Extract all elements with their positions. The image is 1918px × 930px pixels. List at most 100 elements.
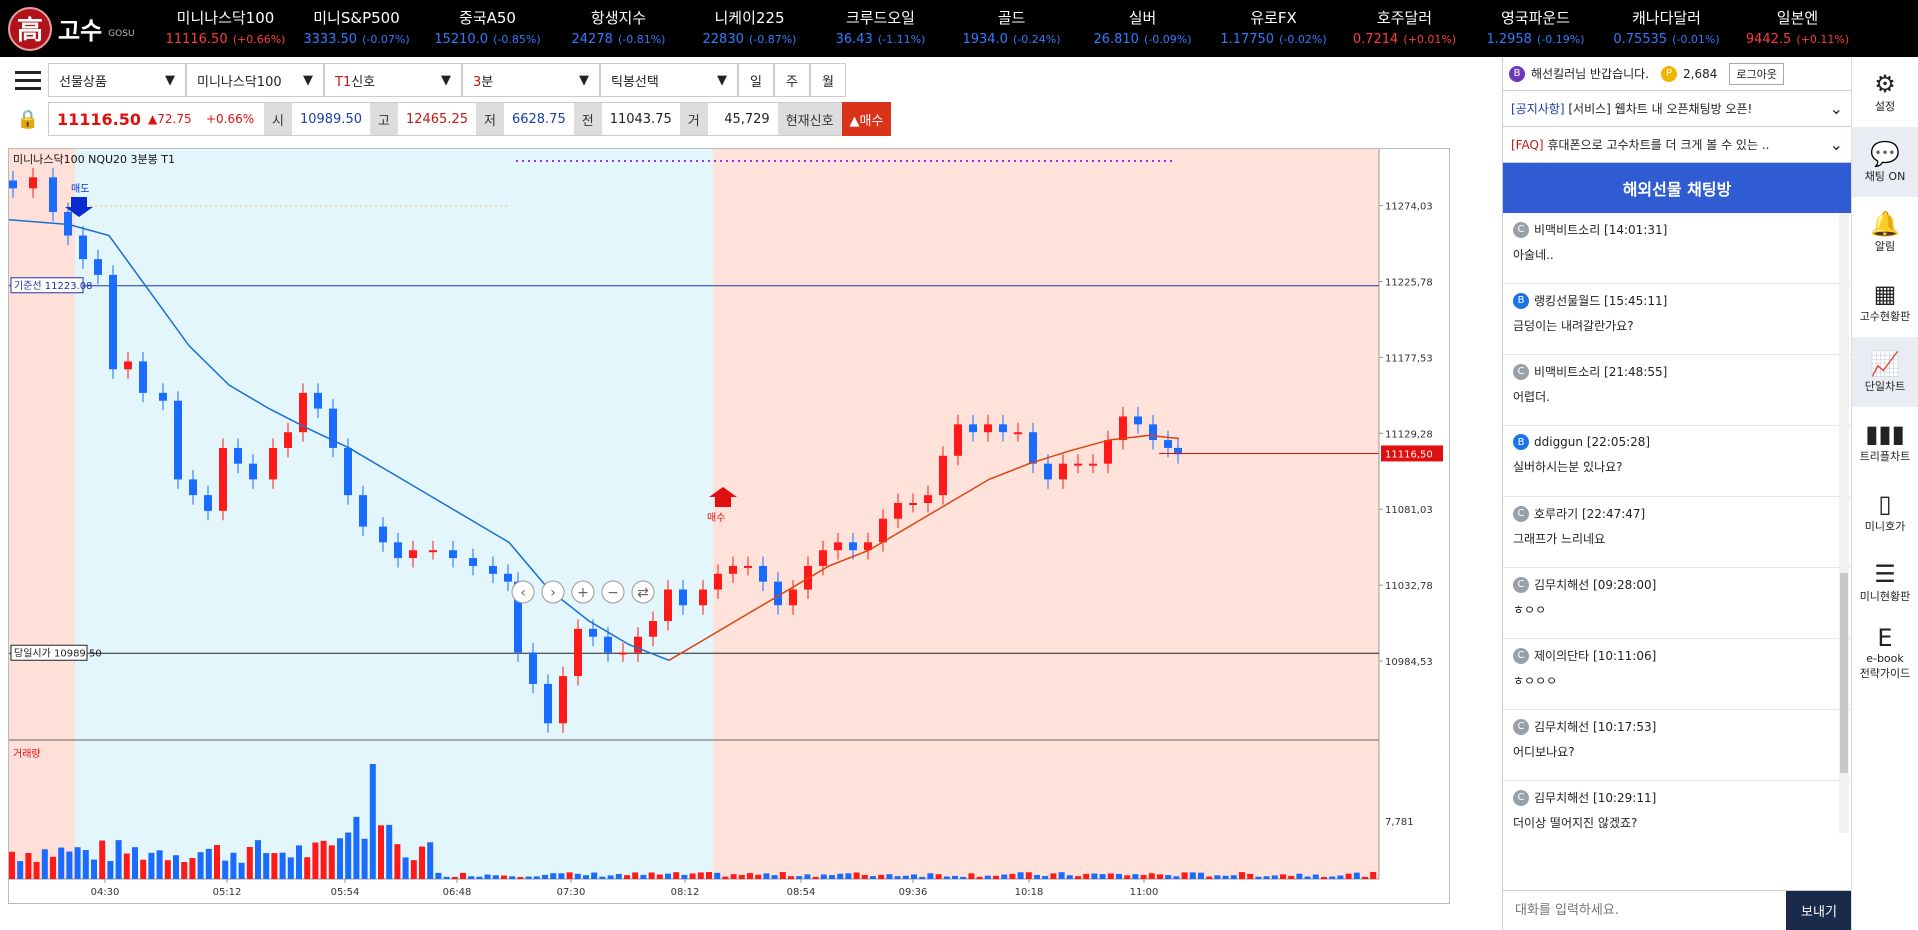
volume-bar xyxy=(66,851,73,879)
x-tick-label: 08:12 xyxy=(671,887,700,898)
chart-canvas[interactable]: 미니나스닥100 NQU20 3분봉 T1 11274,03 11225,78 111… xyxy=(8,149,1451,905)
volume-bar xyxy=(246,846,253,879)
candle xyxy=(714,573,722,590)
chart-nav-button[interactable] xyxy=(511,580,535,604)
line-chart-icon: 📈 xyxy=(1870,350,1900,378)
volume-bar xyxy=(451,876,458,879)
hamburger-menu-icon[interactable] xyxy=(8,62,48,98)
volume-bar xyxy=(1280,874,1286,879)
ticker-item[interactable]: 골드 1934.0 (-0.24%) xyxy=(946,8,1077,50)
candle xyxy=(679,589,687,606)
chart-toolbar: 선물상품 ▼ 미니나스닥100 ▼ T1신호 ▼ 3분 ▼ 틱봉선택 ▼ 일 주 월 xyxy=(0,62,846,98)
chevron-down-icon[interactable]: ⌄ xyxy=(1829,135,1843,154)
send-button[interactable]: 보내기 xyxy=(1786,891,1852,930)
tick-select[interactable]: 틱봉선택 ▼ xyxy=(600,63,738,97)
ticker-item[interactable]: 크루드오일 36.43 (-1.11%) xyxy=(815,8,946,50)
month-button[interactable]: 월 xyxy=(810,63,846,97)
notice-bar[interactable]: [공지사항] [서비스] 웹차트 내 오픈채팅방 오픈! ⌄ xyxy=(1503,91,1851,127)
volume-bar xyxy=(755,874,762,879)
candle xyxy=(124,361,132,370)
chart-nav-button[interactable] xyxy=(601,580,625,604)
candle xyxy=(589,628,597,637)
ticker-item[interactable]: 일본엔 9442.5 (+0.11%) xyxy=(1732,8,1863,50)
candle xyxy=(469,558,477,566)
ticker-name: 영국파운드 xyxy=(1500,8,1570,27)
chevron-down-icon[interactable]: ⌄ xyxy=(1829,99,1843,118)
side-item[interactable]: 📈 단일차트 xyxy=(1852,337,1918,407)
chart-nav-button[interactable] xyxy=(631,580,655,604)
volume-bar xyxy=(706,872,712,879)
ticker-item[interactable]: 미니나스닥100 11116.50 (+0.66%) xyxy=(160,8,291,50)
volume-bar xyxy=(287,857,294,879)
chat-messages[interactable]: C 비맥비트소리 [14:01:31] 아술네.. B 랭킹선물월드 [15:45:1… xyxy=(1503,213,1851,833)
chat-scrollbar[interactable] xyxy=(1839,213,1849,833)
product-select[interactable]: 선물상품 ▼ xyxy=(48,63,186,97)
signal-select[interactable]: T1신호 ▼ xyxy=(324,63,462,97)
side-item[interactable]: 🔔 알림 xyxy=(1852,197,1918,267)
volume-bar xyxy=(1362,876,1368,879)
volume-bar xyxy=(525,876,532,879)
candle xyxy=(649,621,657,637)
ticker-item[interactable]: 유로FX 1.17750 (-0.02%) xyxy=(1208,8,1339,50)
base-line-tag xyxy=(10,277,84,294)
ticker-item[interactable]: 호주달러 0.7214 (+0.01%) xyxy=(1339,8,1470,50)
moving-average-line xyxy=(8,219,670,662)
x-tick-label: 06:48 xyxy=(443,887,472,898)
ebook-icon: E xyxy=(1877,623,1893,652)
volume-bar xyxy=(952,875,958,879)
open-label: 시 xyxy=(264,102,292,136)
ticker-value: 3333.50 xyxy=(303,31,358,47)
volume-bar xyxy=(615,873,622,879)
volume-bar xyxy=(919,876,926,879)
volume-bar xyxy=(1132,874,1139,879)
volume-bar xyxy=(1337,875,1344,879)
ticker-item[interactable]: 미니S&P500 3333.50 (-0.07%) xyxy=(291,8,422,50)
side-item[interactable]: ☰ 미니현황판 xyxy=(1852,547,1918,617)
logout-button[interactable]: 로그아웃 xyxy=(1729,62,1784,85)
side-item[interactable]: ▮▮▮ 트리플차트 xyxy=(1852,407,1918,477)
volume-bar xyxy=(1304,876,1311,879)
side-item[interactable]: ▦ 고수현황판 xyxy=(1852,267,1918,337)
side-item[interactable]: ▯ 미니호가 xyxy=(1852,477,1918,547)
volume-bar xyxy=(1214,875,1221,879)
side-item[interactable]: 💬 채팅 ON xyxy=(1852,127,1918,197)
volume-bar xyxy=(878,874,885,879)
ticker-item[interactable]: 중국A50 15210.0 (-0.85%) xyxy=(422,8,553,50)
ticker-item[interactable]: 항생지수 24278 (-0.81%) xyxy=(553,8,684,50)
chart-nav-button[interactable] xyxy=(571,580,595,604)
volume-bar xyxy=(788,876,794,879)
chart-nav-button[interactable] xyxy=(541,580,565,604)
volume-bar xyxy=(443,876,450,879)
current-price-tag xyxy=(1381,445,1443,462)
chat-input[interactable] xyxy=(1503,891,1786,930)
user-badge-icon: B xyxy=(1513,434,1529,450)
chat-message: C 김무치해선 [09:28:00] ㅎㅇㅇ xyxy=(1503,568,1851,639)
signal-badge[interactable]: ▲매수 xyxy=(841,102,892,136)
volume-bar xyxy=(714,872,721,879)
volume-bar xyxy=(148,852,155,879)
open-value: 10989.50 xyxy=(291,102,370,136)
side-item[interactable]: ⚙ 설정 xyxy=(1852,57,1918,127)
symbol-select[interactable]: 미니나스닥100 ▼ xyxy=(186,63,324,97)
ticker-item[interactable]: 니케이225 22830 (-0.87%) xyxy=(684,8,815,50)
faq-bar[interactable]: [FAQ] 휴대폰으로 고수차트를 더 크게 볼 수 있는 .. ⌄ xyxy=(1503,127,1851,163)
interval-select[interactable]: 3분 ▼ xyxy=(462,63,600,97)
day-button[interactable]: 일 xyxy=(738,63,774,97)
candle xyxy=(174,400,182,480)
volume-bar xyxy=(1017,872,1024,879)
gosu-logo[interactable]: 高 고수 GOSU xyxy=(0,0,160,57)
ticker-item[interactable]: 캐나다달러 0.75535 (-0.01%) xyxy=(1601,8,1732,50)
lock-icon[interactable]: 🔒 xyxy=(16,108,40,130)
week-button[interactable]: 주 xyxy=(774,63,810,97)
chat-message: C 김무치해선 [10:17:53] 어디보나요? xyxy=(1503,710,1851,781)
price-change-pct: +0.66% xyxy=(198,102,264,136)
candle xyxy=(1074,463,1082,466)
volume-bar xyxy=(1206,876,1213,879)
volume-bar xyxy=(312,842,319,879)
price-chart[interactable]: 미니나스닥100 NQU20 3분봉 T1 11274,03 11225,78 111… xyxy=(8,148,1450,904)
ticker-item[interactable]: 실버 26.810 (-0.09%) xyxy=(1077,8,1208,50)
ticker-item[interactable]: 영국파운드 1.2958 (-0.19%) xyxy=(1470,8,1601,50)
volume-bar xyxy=(279,852,286,879)
chart-nav-icon: › xyxy=(550,585,556,601)
